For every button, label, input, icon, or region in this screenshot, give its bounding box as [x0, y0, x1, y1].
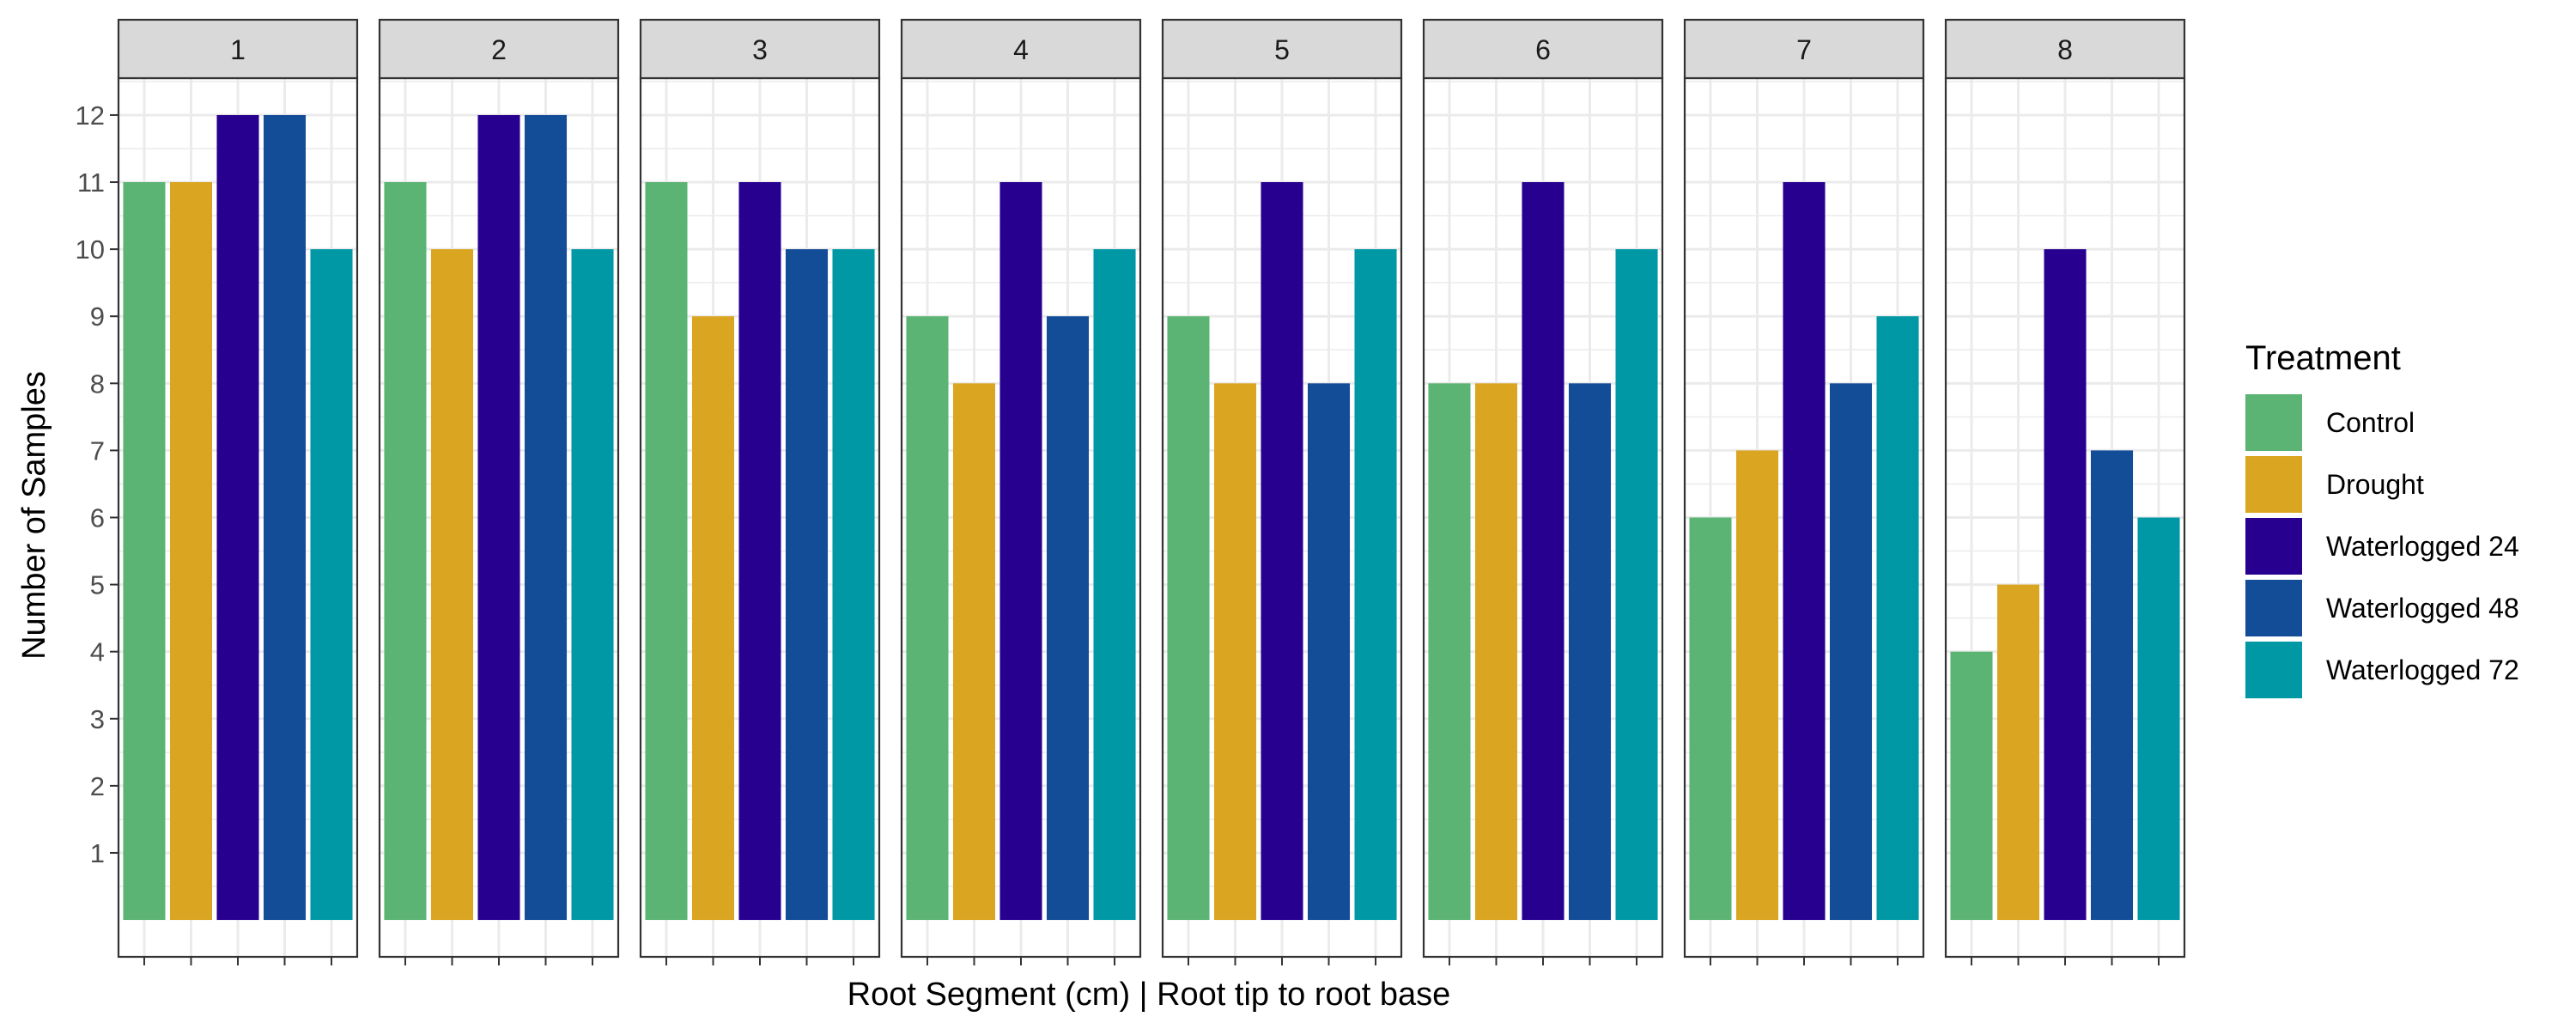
- legend-key: [2245, 518, 2302, 575]
- facet-strip: [117, 18, 359, 80]
- legend-label: Control: [2326, 407, 2415, 438]
- y-tick-label: 4: [90, 637, 105, 667]
- legend-label: Waterlogged 72: [2326, 654, 2519, 685]
- bar-waterlogged-72: [2137, 517, 2180, 921]
- bar-waterlogged-24: [1522, 182, 1564, 921]
- bar-control: [1428, 383, 1471, 921]
- facet-strip: [1944, 18, 2186, 80]
- bar-waterlogged-72: [1876, 316, 1919, 921]
- bar-waterlogged-24: [1261, 182, 1303, 921]
- bar-drought: [1735, 450, 1779, 921]
- facet-strip: [1161, 18, 1403, 80]
- bar-waterlogged-72: [1354, 249, 1397, 921]
- facet-strip-label: 7: [1796, 34, 1812, 65]
- bar-waterlogged-48: [1829, 383, 1873, 921]
- y-tick-label: 9: [90, 301, 105, 332]
- legend-title: Treatment: [2245, 339, 2401, 377]
- y-tick-label: 8: [90, 368, 105, 399]
- legend-key: [2245, 394, 2302, 451]
- bar-control: [1689, 517, 1732, 921]
- bar-waterlogged-48: [1046, 316, 1090, 921]
- y-tick-label: 3: [90, 704, 105, 734]
- bar-drought: [169, 182, 213, 921]
- y-tick-label: 12: [76, 100, 105, 131]
- bar-drought: [1213, 383, 1257, 921]
- y-tick-label: 5: [90, 570, 105, 600]
- facet-strip-label: 8: [2057, 34, 2073, 65]
- bar-control: [906, 316, 949, 921]
- bar-waterlogged-24: [1783, 182, 1826, 921]
- bar-drought: [430, 249, 474, 921]
- legend-label: Drought: [2326, 469, 2424, 500]
- bar-control: [384, 182, 427, 921]
- facet-strip: [900, 18, 1142, 80]
- bar-drought: [1474, 383, 1518, 921]
- bar-waterlogged-48: [1568, 383, 1612, 921]
- legend-key: [2245, 456, 2302, 513]
- facet-strip-label: 6: [1535, 34, 1551, 65]
- bar-waterlogged-72: [1093, 249, 1136, 921]
- y-tick-label: 11: [77, 167, 105, 198]
- bar-control: [1167, 316, 1210, 921]
- facet-strip: [1683, 18, 1925, 80]
- bar-waterlogged-72: [571, 249, 614, 921]
- y-tick-label: 7: [90, 435, 105, 466]
- bar-waterlogged-48: [2090, 450, 2134, 921]
- bar-control: [1950, 651, 1993, 921]
- y-tick-label: 2: [90, 771, 105, 801]
- x-axis-title: Root Segment (cm) | Root tip to root bas…: [848, 977, 1451, 1013]
- y-tick-label: 1: [90, 838, 105, 868]
- bar-waterlogged-24: [216, 114, 259, 921]
- facet-strip-label: 3: [752, 34, 768, 65]
- facet-strip-label: 1: [230, 34, 246, 65]
- y-tick-label: 10: [76, 234, 105, 265]
- legend-key: [2245, 580, 2302, 636]
- bar-waterlogged-24: [738, 182, 781, 921]
- bar-control: [123, 182, 166, 921]
- legend-key: [2245, 642, 2302, 698]
- bar-waterlogged-24: [2044, 249, 2087, 921]
- facet-strip: [1422, 18, 1664, 80]
- bar-control: [645, 182, 688, 921]
- bar-waterlogged-72: [310, 249, 353, 921]
- facet-strip-label: 5: [1274, 34, 1290, 65]
- facet-strip-label: 2: [491, 34, 507, 65]
- facet-strip: [639, 18, 881, 80]
- bar-waterlogged-48: [785, 249, 829, 921]
- y-tick-label: 6: [90, 503, 105, 533]
- bar-waterlogged-72: [1615, 249, 1658, 921]
- bar-waterlogged-72: [832, 249, 875, 921]
- bar-drought: [691, 316, 735, 921]
- facet-strip-label: 4: [1013, 34, 1029, 65]
- bar-waterlogged-24: [999, 182, 1042, 921]
- bar-drought: [952, 383, 996, 921]
- legend-label: Waterlogged 48: [2326, 593, 2519, 624]
- bar-waterlogged-48: [1307, 383, 1351, 921]
- facet-strip: [378, 18, 620, 80]
- bar-waterlogged-24: [477, 114, 520, 921]
- bar-drought: [1996, 584, 2040, 921]
- bar-waterlogged-48: [524, 114, 568, 921]
- y-axis-title: Number of Samples: [16, 371, 52, 660]
- legend-label: Waterlogged 24: [2326, 531, 2519, 562]
- bar-waterlogged-48: [263, 114, 307, 921]
